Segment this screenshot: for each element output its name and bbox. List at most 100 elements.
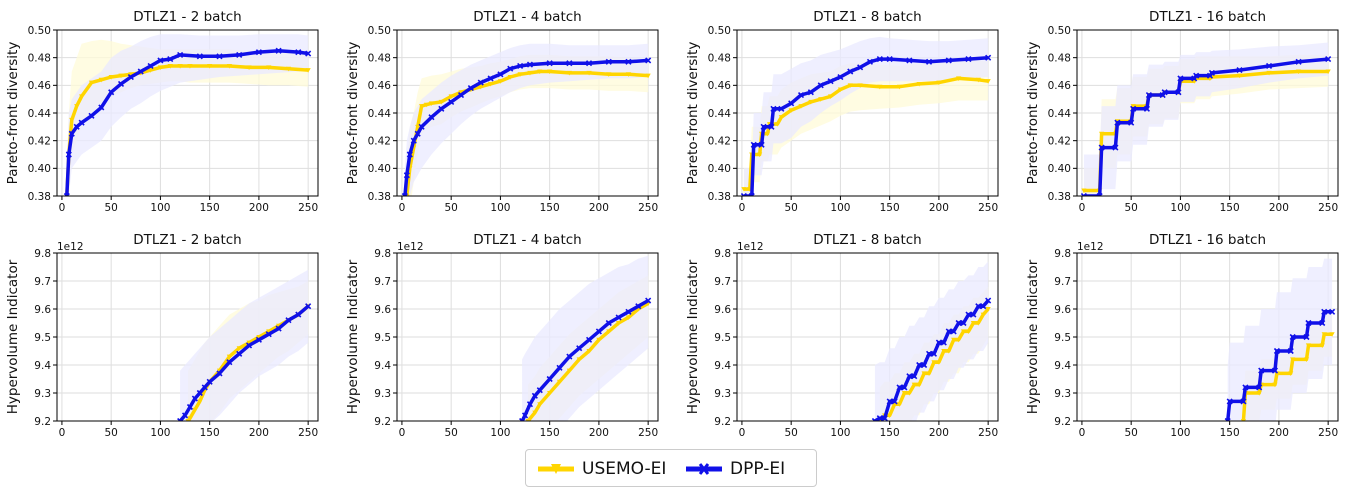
x-tick-label: 100 — [1170, 427, 1190, 439]
legend: USEMO-EI DPP-EI — [525, 449, 817, 487]
y-tick-label: 0.50 — [28, 25, 51, 37]
data-point — [911, 382, 917, 388]
subplot-title: DTLZ1 - 8 batch — [813, 232, 921, 248]
data-point — [68, 130, 75, 137]
y-tick-label: 9.8 — [1054, 248, 1071, 260]
y-axis-label: Hypervolume Indicator — [345, 259, 361, 414]
data-point — [576, 357, 582, 362]
data-point — [960, 319, 967, 327]
series-line-usemo-ei — [65, 64, 309, 196]
band-dpp-ei — [522, 255, 649, 421]
data-point — [975, 321, 981, 326]
data-point — [1295, 58, 1302, 65]
data-point — [886, 55, 893, 63]
data-point — [876, 415, 883, 421]
data-point — [1161, 89, 1168, 96]
data-point — [921, 361, 928, 369]
data-point — [1305, 343, 1312, 348]
y-tick-label: 0.44 — [368, 108, 392, 120]
data-point — [1273, 347, 1281, 355]
data-point — [1272, 382, 1278, 388]
data-point — [527, 70, 533, 76]
data-point — [127, 73, 134, 81]
data-point — [936, 360, 942, 365]
data-point — [950, 328, 957, 335]
data-point — [507, 75, 513, 80]
y-tick-label: 0.46 — [708, 80, 732, 92]
data-point — [1321, 308, 1328, 315]
subplot-hv-2: 0 50 100 150 200 250 9.2 9.3 9.4 9.5 9.6 9.7 9.8 DTLZ… — [5, 232, 319, 439]
data-point — [586, 70, 592, 76]
data-point — [428, 101, 435, 106]
y-tick-label: 0.44 — [28, 108, 52, 120]
x-tick-label: 150 — [200, 427, 220, 439]
x-tick-label: 250 — [1318, 427, 1338, 439]
y-tick-label: 9.3 — [714, 388, 731, 400]
data-point — [1319, 319, 1326, 327]
data-point — [1224, 417, 1231, 421]
data-point — [79, 94, 85, 99]
data-point — [517, 72, 523, 77]
x-tick-label: 200 — [249, 427, 269, 439]
data-point — [519, 417, 526, 421]
data-point — [532, 410, 538, 416]
data-point — [847, 68, 854, 75]
data-point — [414, 130, 421, 137]
data-point — [256, 335, 262, 340]
data-point — [1329, 332, 1335, 337]
data-point — [985, 297, 992, 304]
data-point — [1274, 371, 1280, 376]
data-point — [740, 192, 747, 196]
data-point — [965, 311, 972, 318]
data-point — [941, 349, 947, 354]
legend-item-usemo: USEMO-EI — [538, 450, 666, 488]
y-tick-label: 0.42 — [708, 135, 731, 147]
data-point — [226, 63, 232, 69]
y-tick-label: 9.5 — [1054, 332, 1071, 344]
data-point — [757, 152, 763, 158]
data-point — [246, 340, 252, 346]
data-point — [1145, 91, 1152, 99]
data-point — [748, 192, 755, 196]
data-point — [1305, 319, 1312, 327]
band-dpp-ei — [874, 261, 989, 421]
data-point — [788, 108, 794, 113]
y-tick-label: 0.38 — [28, 191, 51, 203]
data-point — [191, 395, 198, 402]
data-point — [970, 311, 977, 318]
y-tick-label: 9.3 — [374, 388, 391, 400]
data-point — [1296, 69, 1302, 75]
data-point — [891, 398, 898, 405]
data-point — [73, 123, 80, 130]
data-point — [196, 389, 203, 397]
y-tick-label: 9.5 — [714, 332, 731, 344]
y-tick-label: 0.50 — [1048, 25, 1071, 37]
data-point — [177, 51, 184, 58]
data-point — [526, 401, 534, 408]
data-point — [1258, 367, 1265, 374]
data-point — [1242, 384, 1249, 391]
data-point — [108, 75, 114, 80]
data-point — [206, 378, 213, 385]
data-point — [419, 104, 425, 109]
data-point — [536, 387, 543, 394]
data-point — [177, 417, 184, 421]
y-tick-label: 9.3 — [1054, 388, 1071, 400]
data-point — [1236, 67, 1243, 74]
x-tick-label: 0 — [399, 202, 406, 214]
data-point — [1325, 69, 1331, 75]
data-point — [645, 297, 652, 304]
data-point — [108, 89, 115, 96]
data-point — [827, 94, 834, 99]
y-tick-label: 0.48 — [368, 52, 391, 64]
data-point — [615, 314, 622, 321]
data-point — [985, 54, 992, 61]
data-point — [305, 50, 312, 57]
data-point — [236, 346, 242, 351]
data-point — [847, 83, 853, 88]
x-tick-label: 250 — [638, 427, 658, 439]
data-point — [418, 123, 425, 130]
data-point — [788, 100, 795, 107]
x-tick-label: 100 — [150, 427, 170, 439]
data-point — [585, 336, 593, 343]
